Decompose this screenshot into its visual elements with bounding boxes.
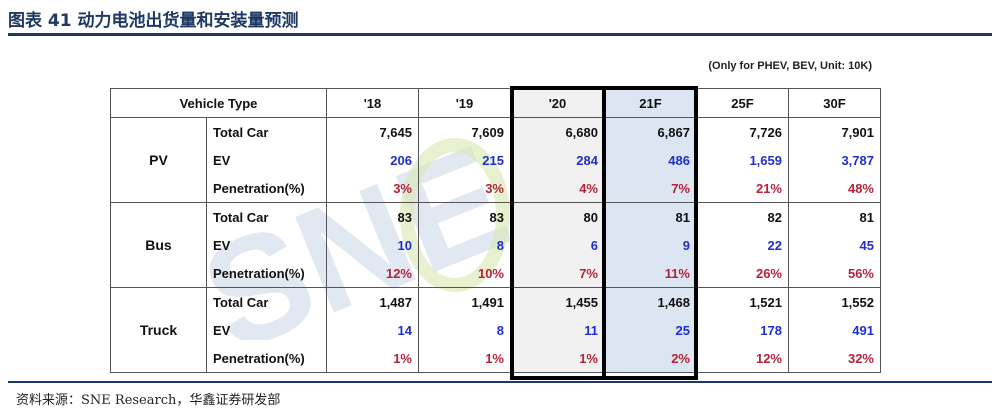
footer-rule <box>8 381 992 383</box>
value-cell: 45 <box>788 231 881 259</box>
value-cell: 1,468 <box>604 287 697 316</box>
row-label: Penetration(%) <box>206 174 327 203</box>
column-header: 30F <box>788 88 881 118</box>
value-cell: 1% <box>326 344 419 373</box>
value-cell: 7% <box>510 259 605 288</box>
value-cell: 11% <box>604 259 697 288</box>
value-cell: 2% <box>604 344 697 373</box>
value-cell: 7% <box>604 174 697 203</box>
group-label: Truck <box>110 287 207 373</box>
value-cell: 1,521 <box>696 287 789 316</box>
value-cell: 48% <box>788 174 881 203</box>
column-header: '19 <box>418 88 511 118</box>
value-cell: 6,680 <box>510 117 605 146</box>
value-cell: 21% <box>696 174 789 203</box>
header-row: Vehicle Type '18'19'20 21F 25F 30F <box>110 88 881 118</box>
source-note: 资料来源：SNE Research，华鑫证券研发部 <box>16 393 281 408</box>
table-row: EV 206 215 284 486 1,659 3,787 <box>111 146 881 174</box>
value-cell: 4% <box>510 174 605 203</box>
row-label: Total Car <box>206 117 327 146</box>
value-cell: 82 <box>696 202 789 231</box>
value-cell: 3,787 <box>788 146 881 174</box>
value-cell: 7,645 <box>326 117 419 146</box>
value-cell: 178 <box>696 316 789 344</box>
value-cell: 7,901 <box>788 117 881 146</box>
value-cell: 10 <box>326 231 419 259</box>
unit-note: (Only for PHEV, BEV, Unit: 10K) <box>708 60 872 72</box>
value-cell: 6 <box>510 231 605 259</box>
value-cell: 1% <box>510 344 605 373</box>
row-label: EV <box>206 231 327 259</box>
title-rule <box>8 33 992 36</box>
value-cell: 3% <box>418 174 511 203</box>
figure-title: 图表 41 动力电池出货量和安装量预测 <box>8 11 299 31</box>
value-cell: 1,659 <box>696 146 789 174</box>
value-cell: 56% <box>788 259 881 288</box>
value-cell: 206 <box>326 146 419 174</box>
group-label: PV <box>110 117 207 203</box>
value-cell: 1,491 <box>418 287 511 316</box>
value-cell: 9 <box>604 231 697 259</box>
value-cell: 12% <box>326 259 419 288</box>
table-row: EV 14 8 11 25 178 491 <box>111 316 881 344</box>
table-row: Penetration(%) 1% 1% 1% 2% 12% 32% <box>111 344 881 373</box>
column-header: '18 <box>326 88 419 118</box>
value-cell: 1,455 <box>510 287 605 316</box>
value-cell: 284 <box>510 146 605 174</box>
value-cell: 8 <box>418 316 511 344</box>
value-cell: 80 <box>510 202 605 231</box>
forecast-table: Vehicle Type '18'19'20 21F 25F 30F PV Total Ca… <box>110 88 881 373</box>
table-row: PV Total Car 7,645 7,609 6,680 6,867 7,726 7,90… <box>110 117 881 203</box>
value-cell: 26% <box>696 259 789 288</box>
value-cell: 7,609 <box>418 117 511 146</box>
value-cell: 83 <box>418 202 511 231</box>
header-vehicle-type: Vehicle Type <box>110 88 327 118</box>
value-cell: 11 <box>510 316 605 344</box>
value-cell: 32% <box>788 344 881 373</box>
group-label: Bus <box>110 202 207 288</box>
value-cell: 25 <box>604 316 697 344</box>
value-cell: 8 <box>418 231 511 259</box>
value-cell: 7,726 <box>696 117 789 146</box>
value-cell: 81 <box>604 202 697 231</box>
row-label: Total Car <box>206 202 327 231</box>
value-cell: 14 <box>326 316 419 344</box>
table-row: Bus Total Car 83 83 80 81 82 81 <box>110 202 881 288</box>
column-header: '20 <box>510 88 605 118</box>
value-cell: 1% <box>418 344 511 373</box>
row-label: EV <box>206 146 327 174</box>
value-cell: 12% <box>696 344 789 373</box>
value-cell: 215 <box>418 146 511 174</box>
row-label: Penetration(%) <box>206 259 327 288</box>
table-row: Truck Total Car 1,487 1,491 1,455 1,468 1,521 1… <box>110 287 881 373</box>
value-cell: 491 <box>788 316 881 344</box>
value-cell: 22 <box>696 231 789 259</box>
value-cell: 1,552 <box>788 287 881 316</box>
value-cell: 3% <box>326 174 419 203</box>
column-header: 25F <box>696 88 789 118</box>
value-cell: 83 <box>326 202 419 231</box>
row-label: Penetration(%) <box>206 344 327 373</box>
value-cell: 6,867 <box>604 117 697 146</box>
value-cell: 10% <box>418 259 511 288</box>
column-header: 21F <box>604 88 697 118</box>
table-row: Penetration(%) 3% 3% 4% 7% 21% 48% <box>111 174 881 203</box>
row-label: EV <box>206 316 327 344</box>
value-cell: 486 <box>604 146 697 174</box>
row-label: Total Car <box>206 287 327 316</box>
table-row: EV 10 8 6 9 22 45 <box>111 231 881 259</box>
value-cell: 81 <box>788 202 881 231</box>
table-row: Penetration(%) 12% 10% 7% 11% 26% 56% <box>111 259 881 288</box>
value-cell: 1,487 <box>326 287 419 316</box>
